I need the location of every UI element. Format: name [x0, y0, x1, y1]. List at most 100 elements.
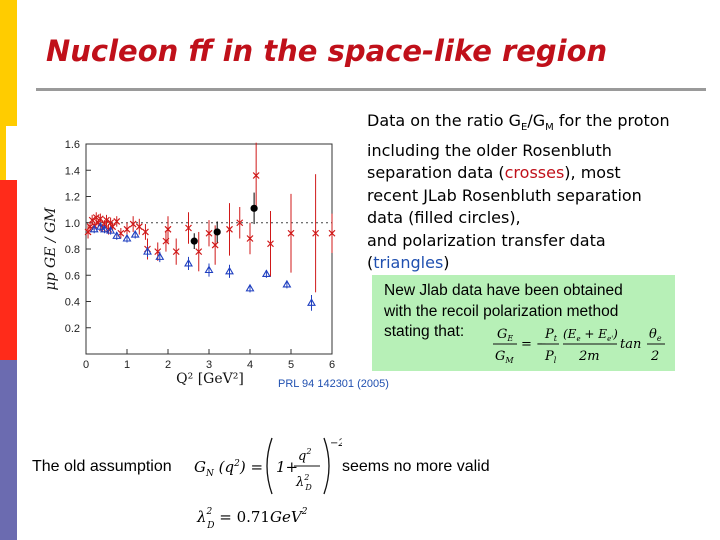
- polarization-formula: GE GM = − Pt Pl (Ee + Ee') 2m tan θe 2: [493, 327, 665, 365]
- box-line-3: stating that:: [384, 323, 465, 340]
- cross-point: [312, 229, 320, 237]
- box-line-1: New Jlab data have been obtained: [384, 282, 623, 299]
- triangle-point: [261, 269, 271, 277]
- recoil-polarization-box: New Jlab data have been obtained with th…: [372, 275, 675, 371]
- svg-text:q2: q2: [298, 447, 311, 464]
- desc-line-7: (triangles): [367, 253, 450, 273]
- x-tick-label: 3: [206, 359, 212, 371]
- no-longer-valid-label: seems no more valid: [342, 458, 490, 475]
- triangle-point: [184, 258, 193, 267]
- cross-point: [252, 172, 260, 179]
- desc-line-4: recent JLab Rosenbluth separation: [367, 185, 642, 205]
- cross-point: [226, 225, 233, 233]
- desc-line-5: data (filled circles),: [367, 208, 521, 228]
- y-tick-label: 0.4: [65, 297, 80, 309]
- svg-text:tan: tan: [620, 337, 641, 352]
- triangle-point: [122, 233, 132, 242]
- svg-text:Pt: Pt: [544, 327, 558, 343]
- dipole-formula: GN (q2) = 1+ q2 λ2D −2: [194, 437, 342, 495]
- triangle-point: [89, 224, 99, 233]
- cross-point: [129, 220, 137, 228]
- x-tick-label: 1: [124, 359, 130, 371]
- triangle-point: [130, 229, 140, 238]
- svg-text:λ2D = 0.71GeV2: λ2 D = 0.71GeV2: [196, 507, 308, 531]
- triangle-point: [112, 231, 122, 239]
- old-assumption-label: The old assumption: [32, 458, 172, 475]
- cross-point: [96, 215, 104, 223]
- triangle-point: [204, 265, 214, 274]
- triangle-point: [95, 222, 105, 230]
- y-tick-label: 1.6: [65, 139, 80, 151]
- y-tick-label: 1.2: [65, 192, 80, 204]
- cross-point: [211, 241, 219, 249]
- plot-frame: [85, 143, 333, 355]
- triangle-point: [143, 247, 152, 255]
- cross-point: [205, 229, 213, 237]
- x-tick-label: 0: [83, 359, 89, 371]
- cross-point: [185, 224, 192, 232]
- triangle-point: [307, 298, 316, 306]
- ratio-chart: 0.2 0.4 0.6 0.8 1.0 1.2 1.4 1.6 0 1 2 3 4 5 6 Q² [GeV²]…: [43, 139, 336, 386]
- svg-text:2m: 2m: [578, 349, 600, 364]
- svg-text:GE: GE: [497, 327, 513, 343]
- triangle-point: [155, 252, 165, 260]
- svg-text:Pl: Pl: [544, 349, 557, 365]
- x-tick-label: 2: [165, 359, 171, 371]
- cross-point: [267, 240, 274, 248]
- y-tick-label: 0.2: [65, 323, 80, 335]
- svg-text:1+: 1+: [276, 458, 298, 476]
- cross-point: [123, 225, 131, 233]
- sidebar-white-notch: [6, 126, 17, 182]
- circle-point: [250, 204, 258, 212]
- cross-point: [328, 229, 336, 237]
- cross-point: [172, 248, 180, 256]
- svg-text:(Ee + Ee'): (Ee + Ee'): [563, 327, 618, 343]
- cross-point: [113, 218, 121, 225]
- cross-point: [103, 216, 110, 224]
- sidebar-purple-band: [0, 360, 17, 540]
- x-axis-label: Q² [GeV²]: [176, 371, 244, 386]
- desc-line-3: separation data (crosses), most: [367, 163, 621, 183]
- cross-point: [195, 248, 203, 256]
- reference-citation: PRL 94 142301 (2005): [278, 378, 389, 390]
- svg-text:2: 2: [650, 349, 659, 364]
- x-tick-label: 5: [288, 359, 294, 371]
- description-text: Data on the ratio GE/GM for the proton i…: [367, 110, 717, 275]
- triangle-point: [245, 283, 255, 292]
- y-axis-label: μp GE / GM: [43, 207, 59, 291]
- svg-text:GN (q2) =: GN (q2) =: [194, 458, 263, 479]
- cross-point: [142, 228, 149, 236]
- cross-point: [236, 219, 244, 227]
- cross-point: [246, 235, 254, 242]
- title-underline: [36, 88, 706, 91]
- sidebar-red-band: [0, 180, 17, 360]
- svg-text:λ2D: λ2 D: [295, 473, 312, 492]
- svg-text:= −: = −: [521, 337, 547, 352]
- x-tick-label: 4: [247, 359, 253, 371]
- box-line-2: with the recoil polarization method: [384, 302, 619, 320]
- x-tick-label: 6: [329, 359, 335, 371]
- triangle-point: [99, 224, 109, 233]
- triangle-point: [106, 226, 116, 234]
- svg-text:θe: θe: [649, 327, 662, 343]
- cross-point: [135, 223, 143, 231]
- svg-text:GM: GM: [495, 349, 514, 365]
- svg-text:−2: −2: [330, 438, 342, 449]
- slide-sidebar: [0, 0, 17, 540]
- desc-line-1: Data on the ratio GE/GM for the proton: [367, 111, 670, 134]
- desc-line-2: including the older Rosenbluth: [367, 140, 612, 160]
- y-tick-label: 1.4: [65, 165, 80, 177]
- triangle-point: [225, 266, 234, 275]
- slide-title: Nucleon ff in the space-like region: [46, 34, 608, 68]
- cross-point: [287, 229, 295, 237]
- circle-point: [190, 237, 198, 245]
- y-tick-label: 0.6: [65, 270, 80, 282]
- y-tick-label: 1.0: [65, 218, 80, 230]
- box-text: New Jlab data have been obtained with th…: [384, 281, 674, 343]
- desc-line-6: and polarization transfer data: [367, 230, 606, 250]
- circle-point: [213, 228, 221, 236]
- cross-point: [164, 225, 172, 233]
- triangle-point: [282, 279, 292, 288]
- lambda-formula: λ2 D = 0.71GeV2: [196, 507, 308, 531]
- y-tick-label: 0.8: [65, 244, 80, 256]
